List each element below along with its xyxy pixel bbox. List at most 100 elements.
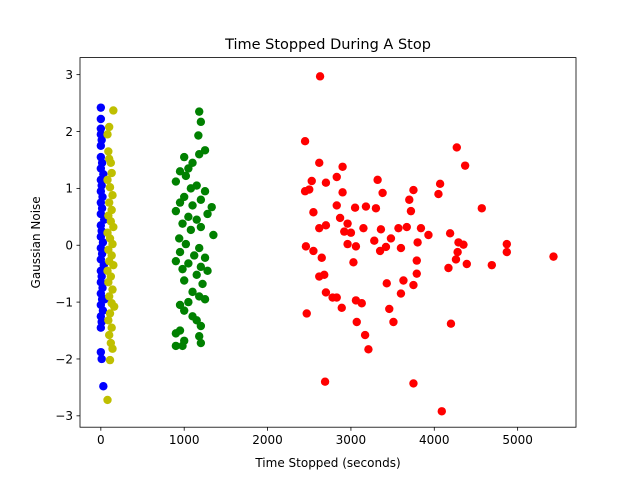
- data-point: [378, 188, 387, 198]
- data-point: [97, 272, 106, 281]
- data-point: [409, 379, 418, 388]
- x-tick-label: 2000: [252, 433, 283, 447]
- data-point: [302, 309, 311, 318]
- data-point: [364, 345, 373, 354]
- y-tick-label: 1: [65, 182, 73, 196]
- data-point: [171, 341, 181, 351]
- data-point: [434, 189, 443, 199]
- data-point: [453, 247, 462, 257]
- data-point: [107, 168, 116, 178]
- data-point: [171, 206, 181, 216]
- data-point: [502, 239, 512, 249]
- data-point: [180, 306, 189, 315]
- data-point: [195, 243, 204, 253]
- data-point: [399, 276, 408, 285]
- data-point: [97, 158, 107, 167]
- data-point: [175, 247, 185, 257]
- data-point: [200, 295, 210, 304]
- data-point: [109, 302, 119, 311]
- data-point: [98, 238, 108, 247]
- data-point: [359, 223, 368, 233]
- data-point: [196, 117, 206, 127]
- data-point: [108, 285, 117, 294]
- data-point: [198, 279, 207, 289]
- data-point: [99, 382, 108, 391]
- data-point: [321, 288, 331, 297]
- data-point: [96, 347, 106, 357]
- data-point: [105, 309, 115, 318]
- data-point: [175, 167, 185, 176]
- data-point: [180, 276, 189, 285]
- data-point: [188, 287, 197, 297]
- data-point: [502, 247, 512, 257]
- data-point: [317, 253, 326, 262]
- data-point: [445, 229, 455, 238]
- data-point: [109, 260, 118, 270]
- data-point: [371, 204, 381, 213]
- data-point: [200, 253, 210, 262]
- data-point: [416, 223, 426, 233]
- data-point: [180, 152, 189, 162]
- data-point: [338, 162, 347, 171]
- data-point: [196, 321, 206, 331]
- data-point: [104, 292, 114, 301]
- data-point: [109, 222, 118, 232]
- data-point: [200, 187, 210, 196]
- data-point: [184, 212, 193, 222]
- plot-area: [80, 57, 576, 428]
- data-point: [309, 246, 318, 256]
- data-point: [207, 202, 216, 212]
- data-point: [104, 122, 114, 132]
- data-point: [196, 262, 206, 272]
- data-point: [477, 204, 486, 213]
- data-point: [402, 222, 411, 232]
- data-point: [209, 230, 218, 240]
- data-point: [97, 317, 106, 327]
- data-point: [98, 283, 107, 293]
- data-point: [343, 219, 352, 228]
- data-point: [321, 178, 331, 187]
- data-point: [309, 208, 318, 217]
- data-point: [178, 264, 187, 274]
- data-point: [315, 223, 324, 233]
- data-point: [181, 171, 191, 181]
- data-point: [108, 344, 117, 353]
- data-point: [103, 130, 112, 139]
- data-point: [315, 158, 324, 167]
- data-point: [409, 280, 418, 290]
- data-point: [181, 239, 191, 249]
- data-point: [394, 223, 403, 233]
- data-point: [396, 289, 406, 298]
- data-point: [195, 332, 204, 341]
- y-tick-label: 2: [65, 125, 73, 139]
- data-point: [409, 185, 418, 195]
- data-point: [105, 183, 115, 192]
- data-point: [97, 181, 106, 190]
- data-point: [332, 201, 341, 210]
- plot-frame: [79, 57, 577, 428]
- data-point: [332, 172, 341, 182]
- data-point: [382, 279, 391, 288]
- data-point: [346, 228, 356, 237]
- data-point: [459, 240, 468, 249]
- data-point: [305, 185, 314, 194]
- data-point: [338, 188, 347, 197]
- data-point: [370, 236, 379, 245]
- y-tick-label: −1: [55, 295, 73, 309]
- data-point: [192, 270, 201, 280]
- data-point: [97, 249, 107, 258]
- data-point: [315, 72, 325, 81]
- x-tick-label: 1000: [169, 433, 200, 447]
- data-point: [96, 114, 106, 124]
- data-point: [424, 230, 433, 240]
- data-point: [460, 161, 470, 170]
- data-point: [332, 293, 341, 302]
- x-tick-label: 4000: [419, 433, 450, 447]
- y-tick-label: 0: [65, 239, 73, 253]
- data-point: [340, 227, 349, 236]
- data-point: [171, 329, 181, 338]
- data-point: [103, 395, 112, 405]
- data-point: [357, 299, 366, 308]
- data-point: [194, 131, 203, 140]
